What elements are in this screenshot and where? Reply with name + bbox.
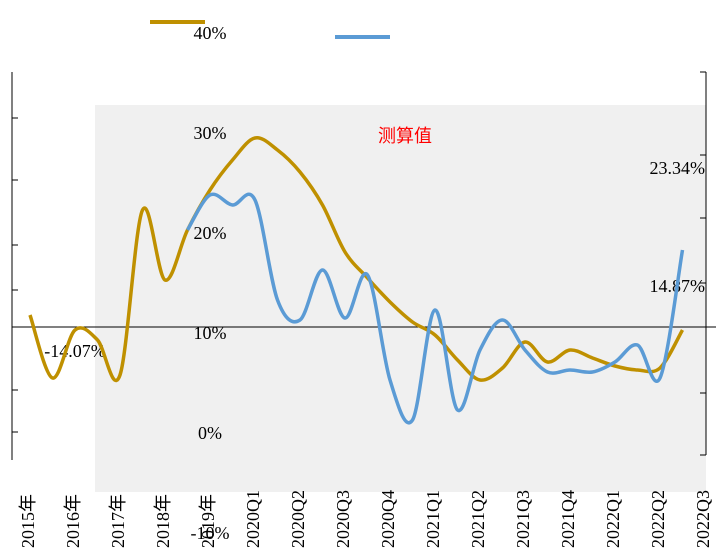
annotation: 测算值 (378, 126, 432, 147)
shaded-region (95, 105, 706, 492)
series-line (28, 136, 685, 383)
y-tick-label: 40% (194, 23, 227, 43)
annotation: -14.07% (44, 341, 106, 361)
x-tick-label: 2021Q3 (513, 490, 533, 548)
y-tick-label: 20% (194, 223, 227, 243)
x-tick-label: 2020Q2 (288, 490, 308, 548)
x-tick-label: 2021Q1 (423, 490, 443, 548)
x-tick-label: 2017年 (108, 494, 128, 548)
x-tick-label: 2018年 (153, 494, 173, 548)
annotation: 23.34% (650, 158, 706, 178)
x-tick-label: 2021Q4 (558, 490, 578, 548)
x-tick-label: 2022Q3 (693, 490, 713, 548)
y-tick-label: 10% (194, 323, 227, 343)
x-tick-label: 2022Q2 (648, 490, 668, 548)
axes (11, 71, 716, 460)
y-tick-label: 0% (198, 423, 222, 443)
x-tick-label: 2016年 (63, 494, 83, 548)
x-tick-label: 2021Q2 (468, 490, 488, 548)
x-tick-label: 2020Q4 (378, 490, 398, 548)
y-tick-label: -10% (191, 523, 230, 543)
x-tick-label: 2020Q3 (333, 490, 353, 548)
x-tick-label: 2022Q1 (603, 490, 623, 548)
series-line (185, 192, 685, 425)
x-tick-label: 2020Q1 (243, 490, 263, 548)
x-tick-label: 2019年 (198, 494, 218, 548)
x-tick-label: 2015年 (18, 494, 38, 548)
y-tick-label: 30% (194, 123, 227, 143)
